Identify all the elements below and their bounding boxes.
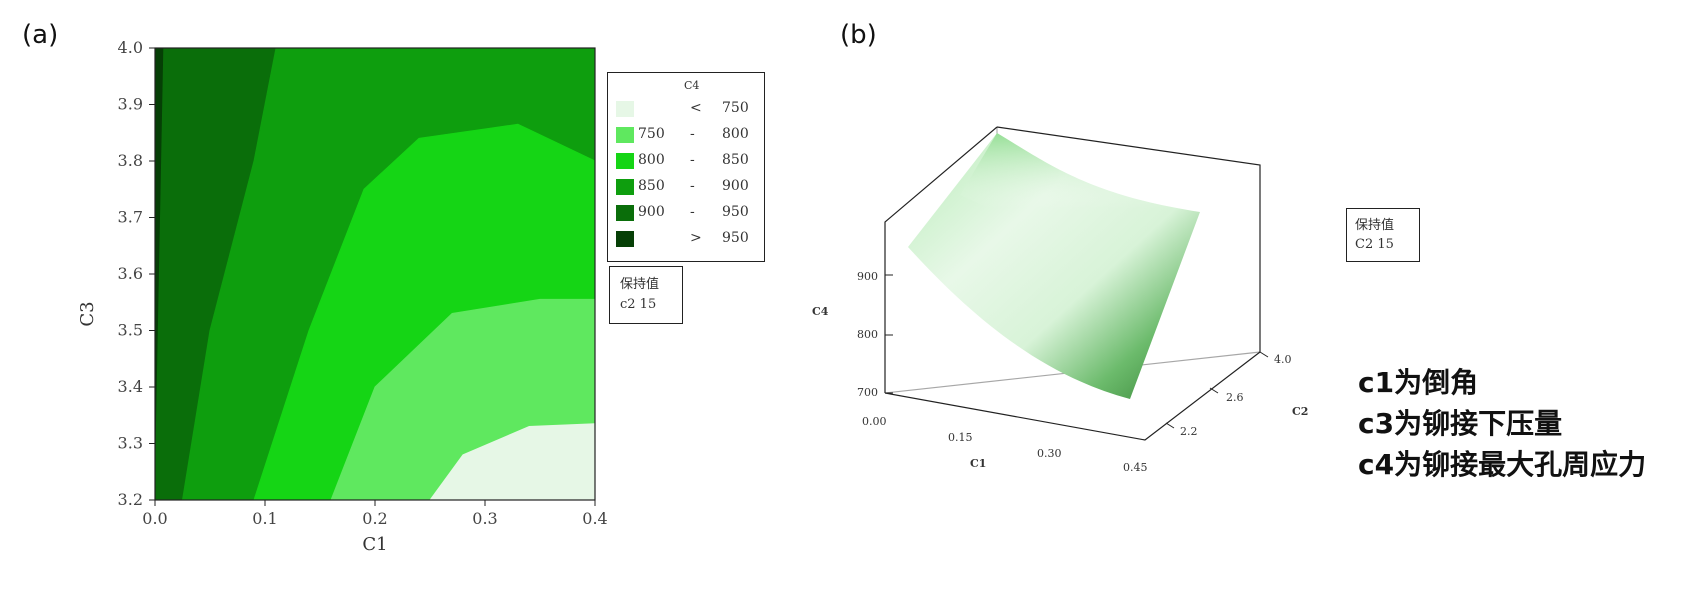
- y-tick-label: 3.5: [118, 321, 143, 340]
- panel-b-label: (b): [840, 20, 877, 50]
- contour-y-axis-label: C3: [77, 301, 98, 326]
- note-c1: c1为倒角: [1358, 366, 1479, 399]
- surface-box-front: [884, 351, 1261, 441]
- legend-high: 950: [722, 204, 749, 220]
- x-tick-label: 0.2: [362, 509, 387, 528]
- surface-y-ticks: 4.0 2.6 2.2: [1165, 351, 1292, 438]
- z-tick-700: 700: [857, 386, 878, 399]
- legend-swatch: [616, 231, 634, 247]
- legend-low: 850: [638, 178, 665, 194]
- note-c3: c3为铆接下压量: [1358, 407, 1563, 440]
- legend-swatch: [616, 101, 634, 117]
- z-tick-800: 800: [857, 328, 878, 341]
- surface-hold-title: 保持值: [1355, 218, 1395, 233]
- y-tick-label: 4.0: [118, 38, 143, 57]
- surface-hold-box: 保持值 C2 15: [1346, 208, 1420, 262]
- hold-value: c2 15: [620, 297, 657, 312]
- legend-low: 900: [638, 204, 665, 220]
- hold-title: 保持值: [620, 277, 660, 292]
- x-tick-label: 0.4: [582, 509, 607, 528]
- legend-op: -: [690, 152, 695, 168]
- z-tick-900: 900: [857, 270, 878, 283]
- legend-op: >: [690, 230, 702, 246]
- contour-plot: 0.0 0.1 0.2 0.3 0.4 3.2 3.3 3.4 3.5 3.6 3.7 3.8 3.9…: [77, 38, 608, 555]
- legend-swatch: [616, 205, 634, 221]
- x-tick-015: 0.15: [948, 431, 973, 444]
- legend-high: 800: [722, 126, 749, 142]
- legend-swatch: [616, 153, 634, 169]
- legend-high: 950: [722, 230, 749, 246]
- response-surface-highlight: [960, 133, 1200, 285]
- contour-x-ticks: 0.0 0.1 0.2 0.3 0.4: [142, 500, 608, 528]
- legend-title: C4: [684, 79, 700, 92]
- variable-notes: c1为倒角 c3为铆接下压量 c4为铆接最大孔周应力: [1358, 362, 1646, 485]
- legend-high: 850: [722, 152, 749, 168]
- surface-z-axis-label: C4: [812, 305, 829, 318]
- x-tick-030: 0.30: [1037, 447, 1062, 460]
- x-tick-label: 0.1: [252, 509, 277, 528]
- contour-regions: [154, 47, 596, 501]
- contour-legend: C4 <750 750 - 800 800 - 850 850 - 900 900 - 950 >950: [607, 72, 765, 262]
- surface-z-ticks: 900 800 700: [857, 270, 893, 399]
- y-tick-label: 3.3: [118, 434, 143, 453]
- surface-x-ticks: 0.00 0.15 0.30 0.45: [862, 415, 1148, 474]
- legend-swatch: [616, 179, 634, 195]
- y-tick-label: 3.4: [118, 377, 143, 396]
- legend-high: 900: [722, 178, 749, 194]
- legend-op: -: [690, 204, 695, 220]
- surface-x-axis-label: C1: [970, 457, 986, 470]
- legend-high: 750: [722, 100, 749, 116]
- note-c4: c4为铆接最大孔周应力: [1358, 448, 1647, 481]
- x-tick-045: 0.45: [1123, 461, 1148, 474]
- y-tick-label: 3.8: [118, 151, 143, 170]
- y-tick-26: 2.6: [1226, 391, 1244, 404]
- panel-a-label: (a): [22, 20, 59, 50]
- y-tick-label: 3.7: [118, 208, 143, 227]
- x-tick-label: 0.3: [472, 509, 497, 528]
- y-tick-22: 2.2: [1180, 425, 1198, 438]
- contour-hold-box: 保持值 c2 15: [609, 266, 683, 324]
- y-tick-40: 4.0: [1274, 353, 1292, 366]
- legend-low: 800: [638, 152, 665, 168]
- y-tick-label: 3.6: [118, 264, 143, 283]
- x-tick-000: 0.00: [862, 415, 887, 428]
- legend-swatch: [616, 127, 634, 143]
- legend-low: 750: [638, 126, 665, 142]
- legend-op: -: [690, 126, 695, 142]
- contour-y-ticks: 3.2 3.3 3.4 3.5 3.6 3.7 3.8 3.9 4.0: [118, 38, 155, 509]
- contour-x-axis-label: C1: [362, 534, 387, 555]
- y-tick-label: 3.9: [118, 95, 143, 114]
- surface-plot: 900 800 700 C4 0.00 0.15 0.30 0.45 C1 4.…: [812, 126, 1308, 474]
- y-tick-label: 3.2: [118, 490, 143, 509]
- surface-hold-value: C2 15: [1355, 237, 1394, 252]
- x-tick-label: 0.0: [142, 509, 167, 528]
- legend-op: -: [690, 178, 695, 194]
- legend-op: <: [690, 100, 702, 116]
- surface-y-axis-label: C2: [1292, 405, 1308, 418]
